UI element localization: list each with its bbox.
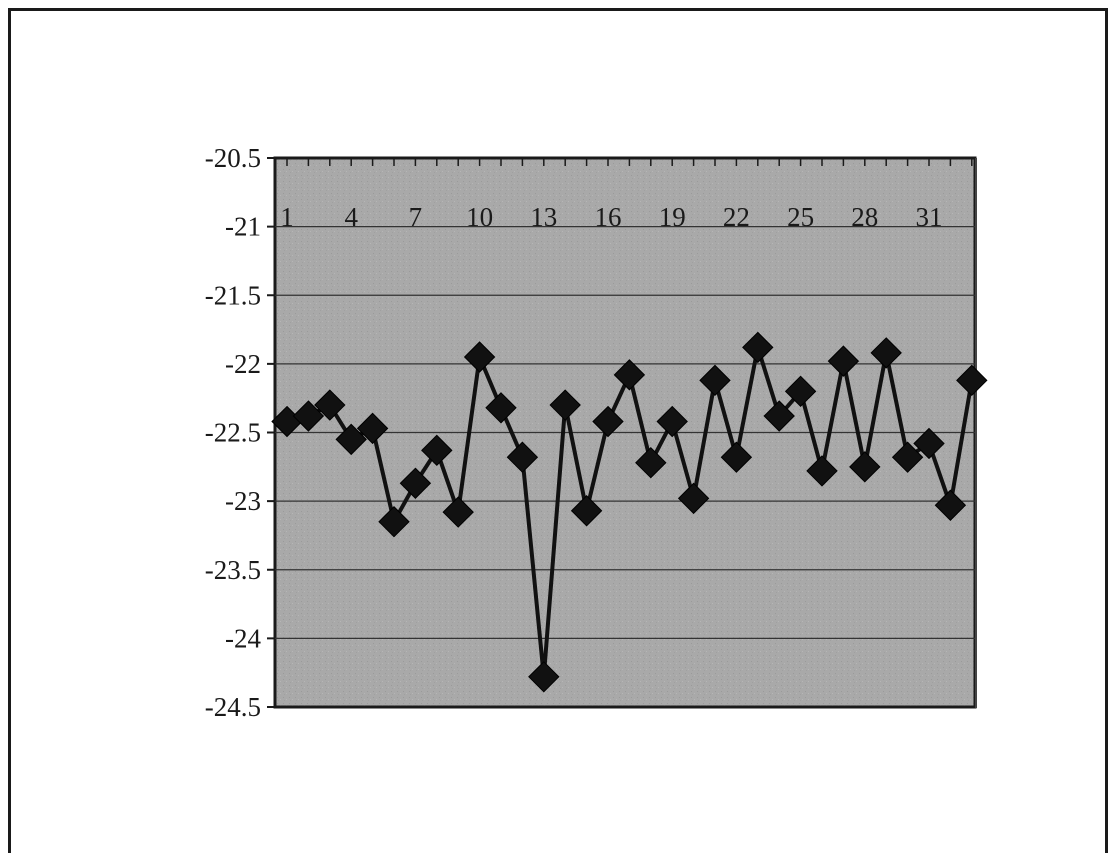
y-tick-label: -24	[225, 623, 261, 653]
x-tick-label: 25	[787, 202, 814, 232]
x-tick-label: 28	[851, 202, 878, 232]
data-point-marker	[956, 364, 988, 397]
data-point-marker	[870, 337, 902, 369]
data-point-marker	[549, 389, 581, 421]
y-tick-label: -21	[225, 212, 261, 242]
y-tick-label: -21.5	[205, 280, 261, 310]
x-tick-label: 10	[466, 202, 493, 232]
data-point-marker	[592, 405, 624, 438]
data-point-marker	[421, 434, 453, 467]
data-point-marker	[677, 482, 710, 515]
data-point-marker	[806, 455, 838, 487]
data-point-marker	[292, 400, 325, 432]
x-tick-label: 16	[595, 202, 622, 232]
data-point-marker	[720, 441, 753, 473]
x-tick-label: 31	[916, 202, 943, 232]
data-point-marker	[506, 441, 539, 473]
data-point-marker	[742, 331, 774, 364]
data-point-marker	[314, 389, 346, 421]
data-point-marker	[463, 341, 496, 373]
data-point-marker	[656, 405, 688, 438]
y-tick-label: -20.5	[205, 143, 261, 173]
data-point-marker	[784, 375, 817, 408]
y-tick-label: -22	[225, 349, 261, 379]
y-tick-label: -23.5	[205, 555, 261, 585]
data-point-marker	[699, 364, 731, 397]
x-tick-label: 7	[409, 202, 423, 232]
data-point-marker	[399, 467, 432, 499]
y-tick-label: -23	[225, 486, 261, 516]
x-tick-label: 4	[344, 202, 358, 232]
x-tick-label: 22	[723, 202, 750, 232]
x-tick-label: 19	[659, 202, 686, 232]
data-point-marker	[442, 496, 474, 528]
data-point-marker	[528, 661, 560, 693]
data-point-marker	[613, 359, 646, 391]
data-point-marker	[849, 451, 881, 483]
data-point-marker	[934, 489, 967, 521]
y-tick-label: -22.5	[205, 418, 261, 448]
data-point-marker	[378, 506, 410, 538]
x-tick-label: 13	[530, 202, 557, 232]
data-point-marker	[570, 495, 603, 527]
data-point-marker	[485, 392, 517, 424]
data-point-marker	[827, 345, 860, 377]
y-tick-label: -24.5	[205, 692, 261, 722]
data-point-marker	[891, 441, 924, 473]
data-point-marker	[356, 412, 389, 445]
data-point-marker	[635, 446, 667, 479]
data-point-marker	[763, 400, 795, 432]
data-point-marker	[335, 423, 367, 456]
x-tick-label: 1	[280, 202, 294, 232]
data-point-marker	[913, 427, 945, 460]
